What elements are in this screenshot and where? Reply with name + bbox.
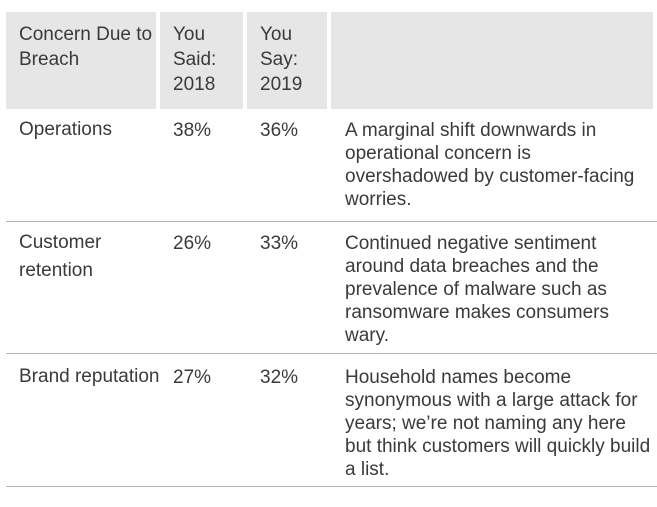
row-said-2018: 27% (173, 367, 212, 388)
row-say-2019: 36% (260, 120, 299, 141)
row-comment: Household names become synonymous with a… (345, 367, 651, 480)
header-said-2018: You Said: 2018 (160, 12, 243, 109)
breach-concern-table: Concern Due to Breach You Said: 2018 You… (6, 12, 657, 487)
row-said-2018: 38% (173, 120, 212, 141)
row-say-2019: 33% (260, 233, 299, 254)
row-concern: Customer retention (19, 232, 102, 281)
row-concern: Brand reputation (19, 366, 160, 387)
table-header-row: Concern Due to Breach You Said: 2018 You… (6, 12, 657, 109)
table-row: Brand reputation 27% 32% Household names… (6, 354, 657, 487)
header-say-2019: You Say: 2019 (247, 12, 327, 109)
table-row: Operations 38% 36% A marginal shift down… (6, 109, 657, 222)
row-say-2019: 32% (260, 367, 299, 388)
row-comment: A marginal shift downwards in operationa… (345, 120, 635, 210)
header-comment (331, 12, 653, 109)
header-concern: Concern Due to Breach (6, 12, 156, 109)
row-concern: Operations (19, 119, 112, 140)
table-row: Customer retention 26% 33% Continued neg… (6, 222, 657, 354)
row-comment: Continued negative sentiment around data… (345, 233, 609, 346)
row-said-2018: 26% (173, 233, 212, 254)
